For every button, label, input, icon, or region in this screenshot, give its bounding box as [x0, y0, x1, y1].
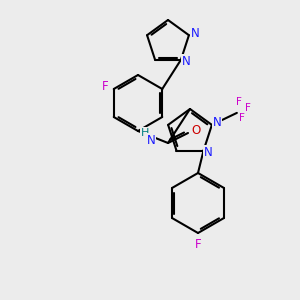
Text: O: O	[191, 124, 201, 137]
Text: F: F	[245, 103, 251, 113]
Text: F: F	[236, 97, 242, 107]
Text: N: N	[190, 27, 199, 40]
Text: N: N	[182, 55, 190, 68]
Text: F: F	[101, 80, 108, 94]
Text: N: N	[212, 116, 221, 129]
Text: N: N	[147, 134, 155, 146]
Text: N: N	[204, 146, 213, 159]
Text: H: H	[141, 128, 149, 138]
Text: F: F	[239, 113, 245, 123]
Text: F: F	[195, 238, 201, 250]
